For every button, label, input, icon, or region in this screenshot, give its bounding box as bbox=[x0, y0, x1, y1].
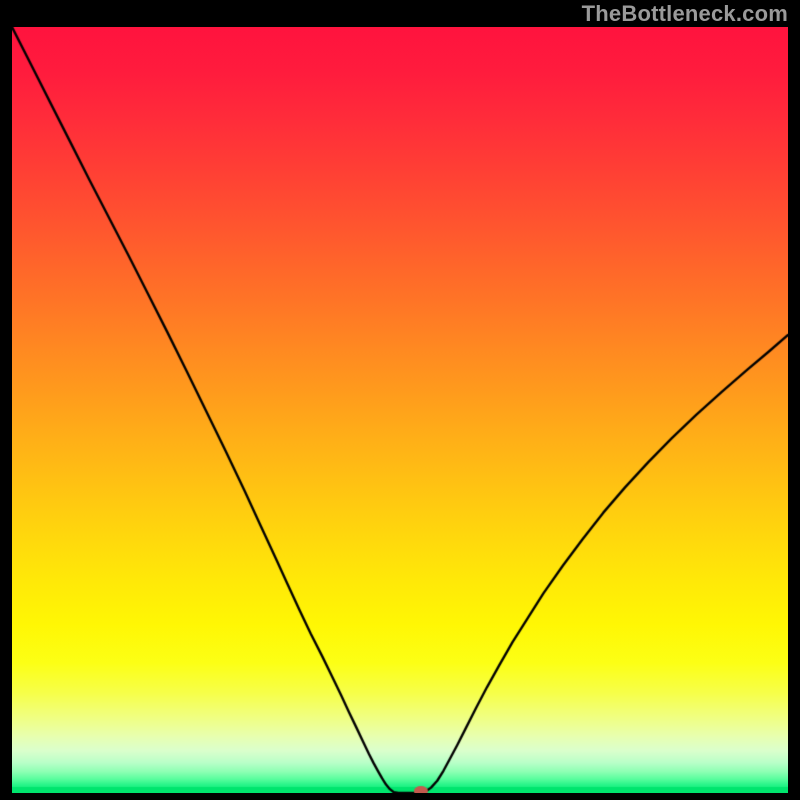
chart-container: TheBottleneck.com bbox=[0, 0, 800, 800]
bottleneck-curve-chart bbox=[12, 27, 788, 793]
watermark-text: TheBottleneck.com bbox=[582, 1, 788, 27]
